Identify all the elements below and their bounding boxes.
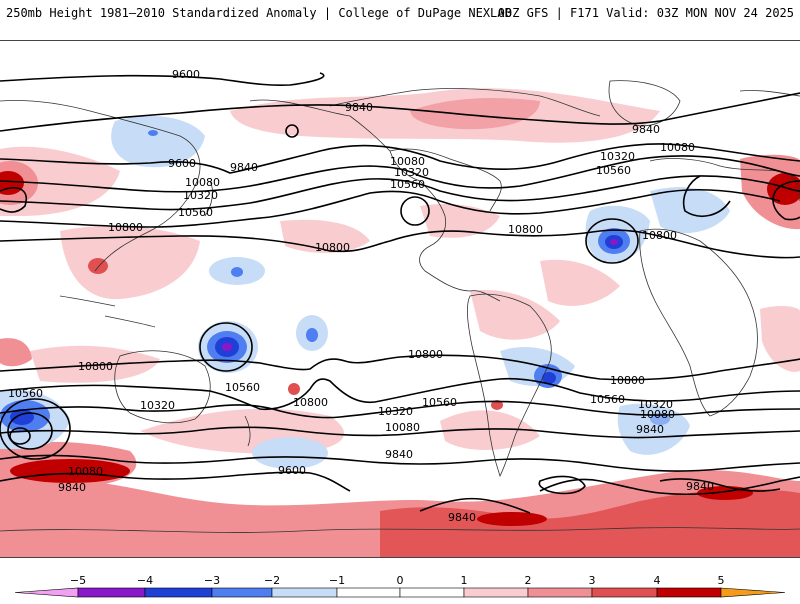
colorbar: [14, 587, 786, 598]
contour-label: 10560: [225, 381, 260, 394]
colorbar-segment: [591, 587, 658, 598]
contour-label: 10320: [378, 405, 413, 418]
colorbar-tick-label: −5: [70, 574, 86, 587]
colorbar-tick-label: 4: [654, 574, 661, 587]
contour-label: 10560: [390, 178, 425, 191]
header: 250mb Height 1981–2010 Standardized Anom…: [0, 0, 800, 30]
colorbar-tick-label: −1: [329, 574, 345, 587]
colorbar-ticks: −5 −4 −3 −2 −1 0 1 2 3 4 5: [70, 574, 725, 587]
model-valid-time: 00Z GFS | F171 Valid: 03Z MON NOV 24 202…: [497, 6, 794, 20]
colorbar-segment: [14, 587, 79, 598]
contour-label: 10320: [394, 166, 429, 179]
colorbar-tick-label: 5: [718, 574, 725, 587]
colorbar-segment: [656, 587, 722, 598]
colorbar-segment: [720, 587, 786, 598]
colorbar-segment: [271, 587, 338, 598]
colorbar-tick-label: 2: [525, 574, 532, 587]
anomaly-map[interactable]: 9600 9840 9840 9600 9840 10080 10320 105…: [0, 40, 800, 558]
anomaly-shading: [0, 88, 800, 557]
contour-label: 9840: [632, 123, 660, 136]
colorbar-legend: −5 −4 −3 −2 −1 0 1 2 3 4 5: [0, 560, 800, 600]
contour-label: 9600: [172, 68, 200, 81]
contour-label: 9840: [686, 480, 714, 493]
colorbar-segment: [463, 587, 529, 598]
contour-label: 9840: [385, 448, 413, 461]
contour-label: 10080: [390, 155, 425, 168]
contour-label: 9840: [230, 161, 258, 174]
colorbar-segment: [527, 587, 593, 598]
contour-label: 10320: [183, 189, 218, 202]
contour-label: 10800: [315, 241, 350, 254]
colorbar-segment: [336, 587, 401, 598]
contour-label: 9840: [636, 423, 664, 436]
colorbar-segment: [144, 587, 213, 598]
contour-label: 10800: [642, 229, 677, 242]
colorbar-tick-label: −4: [137, 574, 153, 587]
colorbar-tick-label: −3: [204, 574, 220, 587]
contour-label: 10320: [140, 399, 175, 412]
anomaly-pos4-south-pacific: [10, 459, 130, 483]
contour-label: 10080: [185, 176, 220, 189]
anomaly-neg-north-pacific: [111, 116, 205, 168]
contour-label: 9600: [278, 464, 306, 477]
contour-label: 9840: [345, 101, 373, 114]
contour-label: 10560: [590, 393, 625, 406]
colorbar-tick-label: 3: [589, 574, 596, 587]
contour-label: 10080: [385, 421, 420, 434]
contour-label: 10800: [108, 221, 143, 234]
contour-label: 10320: [600, 150, 635, 163]
contour-label: 10560: [8, 387, 43, 400]
contour-label: 10560: [178, 206, 213, 219]
colorbar-segment: [399, 587, 465, 598]
colorbar-tick-label: 1: [461, 574, 468, 587]
contour-label: 10080: [640, 408, 675, 421]
contour-label: 10800: [508, 223, 543, 236]
anomaly-pos4-south-atlantic: [477, 512, 547, 526]
contour-label: 10560: [422, 396, 457, 409]
contour-label: 10800: [293, 396, 328, 409]
colorbar-tick-label: 0: [397, 574, 404, 587]
colorbar-tick-label: −2: [264, 574, 280, 587]
contour-label: 9600: [168, 157, 196, 170]
height-contours: [0, 72, 800, 514]
contour-label: 9840: [58, 481, 86, 494]
colorbar-segment: [211, 587, 273, 598]
contour-label: 10800: [610, 374, 645, 387]
coastlines: [0, 80, 800, 533]
anomaly-positive-south-band-inner: [380, 489, 800, 557]
colorbar-segment: [77, 587, 146, 598]
contour-labels: 9600 9840 9840 9600 9840 10080 10320 105…: [8, 68, 714, 524]
contour-label: 10080: [68, 465, 103, 478]
contour-label: 10320: [638, 398, 673, 411]
map-title: 250mb Height 1981–2010 Standardized Anom…: [6, 6, 512, 20]
contour-label: 9840: [448, 511, 476, 524]
contour-label: 10800: [408, 348, 443, 361]
contour-label: 10080: [660, 141, 695, 154]
contour-label: 10560: [596, 164, 631, 177]
contour-label: 10800: [78, 360, 113, 373]
